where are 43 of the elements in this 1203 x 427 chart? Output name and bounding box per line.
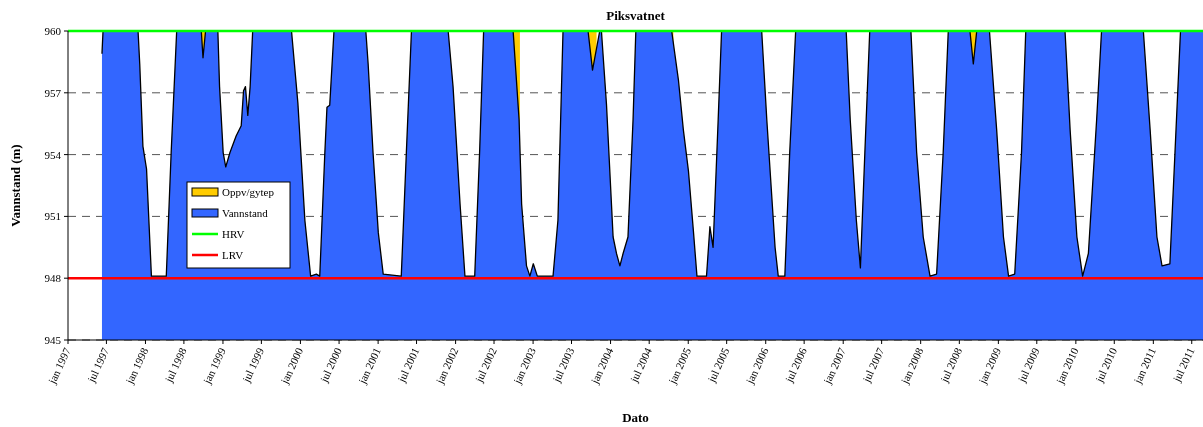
y-tick-label: 945	[44, 334, 62, 346]
x-tick-label: jul 1997	[84, 345, 112, 385]
y-tick-label: 948	[44, 272, 62, 285]
x-tick-label: jul 2002	[472, 345, 499, 385]
x-tick-label: jul 2010	[1092, 345, 1120, 385]
x-tick-label: jan 1999	[200, 345, 228, 387]
x-tick-label: jul 2005	[704, 345, 732, 385]
x-tick-label: jul 2004	[627, 345, 655, 385]
x-tick-label: jan 1998	[122, 345, 151, 387]
y-tick-label: 960	[44, 25, 62, 37]
x-tick-label: jul 1998	[162, 345, 189, 385]
x-tick-label: jan 2000	[277, 345, 306, 387]
x-tick-label: jan 2010	[1053, 345, 1081, 387]
y-tick-label: 951	[44, 210, 61, 223]
legend-label: LRV	[222, 249, 244, 261]
x-tick-label: jul 2008	[937, 345, 965, 385]
y-tick-label: 957	[44, 86, 62, 99]
legend-label: Oppv/gytep	[222, 186, 275, 198]
x-tick-label: jul 2003	[549, 345, 577, 385]
x-tick-label: jul 2007	[859, 345, 887, 385]
x-tick-label: jan 2006	[743, 345, 771, 387]
x-axis-title: Dato	[622, 410, 649, 425]
x-tick-label: jan 2011	[1130, 345, 1159, 386]
x-tick-label: jan 2001	[355, 345, 383, 387]
chart-title: Piksvatnet	[606, 8, 666, 23]
x-tick-label: jan 1997	[45, 345, 74, 387]
x-tick-label: jul 2001	[394, 345, 422, 385]
x-tick-label: jul 2009	[1014, 345, 1042, 385]
x-tick-label: jul 2000	[317, 345, 345, 385]
x-tick-label: jan 2008	[898, 345, 926, 387]
y-tick-label: 954	[44, 148, 62, 161]
x-tick-label: jan 2009	[975, 345, 1004, 387]
x-tick-label: jan 2002	[432, 345, 461, 387]
x-tick-label: jul 2006	[782, 345, 810, 385]
x-tick-label: jan 2007	[820, 345, 849, 387]
y-axis-title: Vannstand (m)	[8, 144, 23, 227]
x-tick-label: jan 2004	[587, 345, 616, 387]
x-tick-label: jul 1999	[239, 345, 267, 385]
x-tick-label: jan 2003	[510, 345, 539, 387]
legend-label: Vannstand	[222, 207, 269, 219]
legend-label: HRV	[222, 228, 245, 240]
x-tick-label: jul 2011	[1170, 345, 1197, 385]
x-tick-label: jan 2005	[665, 345, 694, 387]
